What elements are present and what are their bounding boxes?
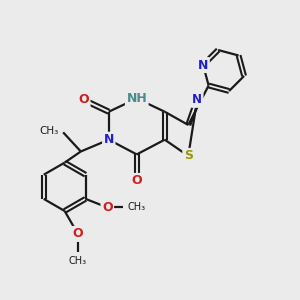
Text: N: N [198, 58, 208, 71]
Text: CH₃: CH₃ [40, 126, 59, 136]
Text: O: O [78, 93, 89, 106]
Text: O: O [73, 227, 83, 240]
Text: O: O [131, 174, 142, 188]
Text: O: O [102, 201, 112, 214]
Text: CH₃: CH₃ [69, 256, 87, 266]
Text: NH: NH [126, 92, 147, 105]
Text: CH₃: CH₃ [127, 202, 145, 212]
Text: N: N [103, 133, 114, 146]
Text: N: N [192, 93, 202, 106]
Text: S: S [184, 149, 193, 162]
